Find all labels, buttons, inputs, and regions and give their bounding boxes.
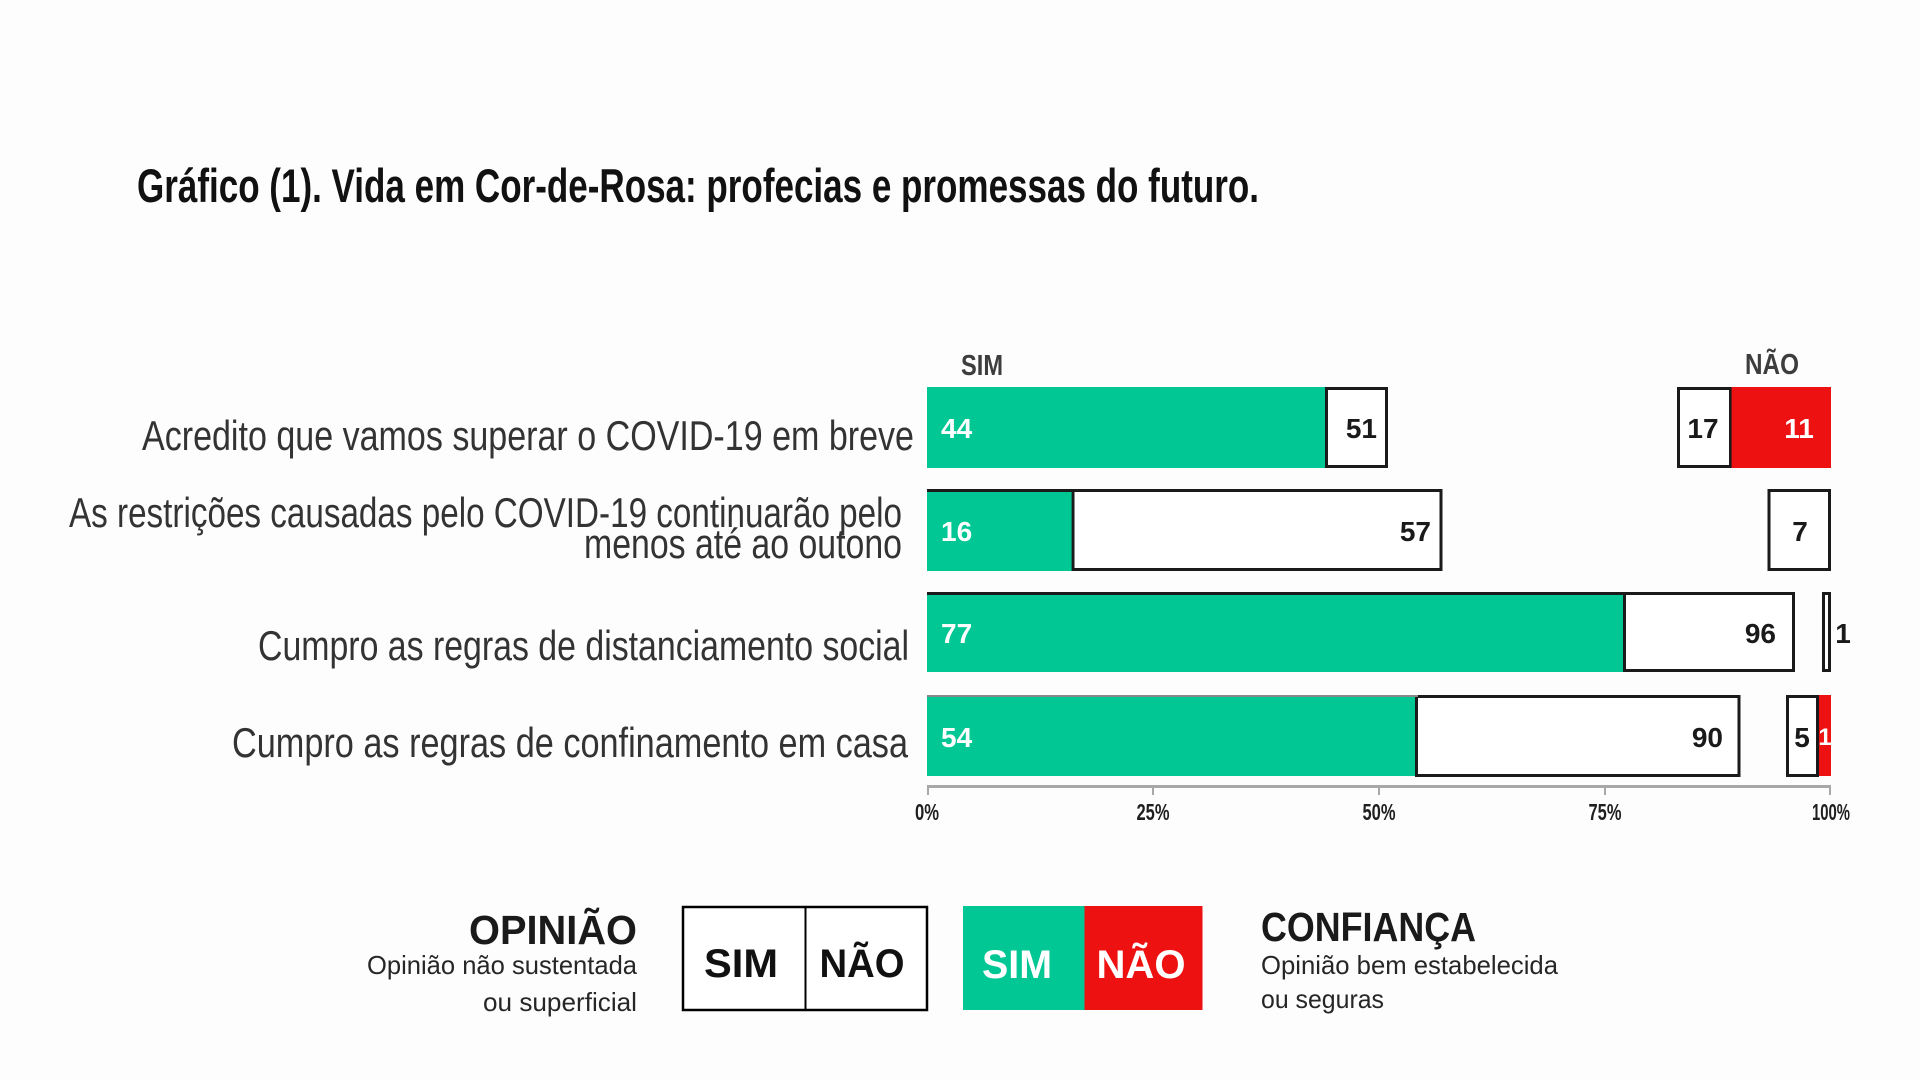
svg-text:0%: 0% — [915, 799, 939, 825]
svg-text:54: 54 — [941, 722, 973, 753]
svg-text:44: 44 — [941, 413, 973, 444]
svg-text:Opinião bem estabelecida: Opinião bem estabelecida — [1261, 950, 1559, 980]
svg-text:SIM: SIM — [982, 943, 1052, 987]
svg-text:50%: 50% — [1363, 799, 1396, 825]
svg-text:menos até ao outono: menos até ao outono — [584, 520, 902, 567]
svg-text:51: 51 — [1346, 413, 1377, 444]
svg-text:NÃO: NÃO — [820, 940, 905, 986]
svg-text:7: 7 — [1792, 516, 1808, 547]
svg-text:SIM: SIM — [961, 350, 1003, 382]
svg-text:100%: 100% — [1812, 799, 1850, 825]
svg-text:25%: 25% — [1137, 799, 1170, 825]
svg-text:Cumpro as regras de distanciam: Cumpro as regras de distanciamento socia… — [258, 622, 909, 669]
svg-text:Gráfico (1). Vida em Cor-de-Ro: Gráfico (1). Vida em Cor-de-Rosa: profec… — [137, 159, 1259, 212]
svg-text:11: 11 — [1784, 413, 1814, 444]
svg-text:75%: 75% — [1589, 799, 1622, 825]
svg-text:5: 5 — [1794, 722, 1810, 753]
svg-text:57: 57 — [1400, 516, 1431, 547]
svg-text:1: 1 — [1818, 724, 1831, 751]
svg-text:Acredito que vamos superar o C: Acredito que vamos superar o COVID-19 em… — [142, 412, 914, 459]
svg-text:CONFIANÇA: CONFIANÇA — [1261, 904, 1476, 950]
svg-text:NÃO: NÃO — [1745, 347, 1799, 381]
svg-text:ou superficial: ou superficial — [483, 987, 637, 1017]
svg-text:16: 16 — [941, 516, 972, 547]
svg-text:ou seguras: ou seguras — [1261, 984, 1384, 1014]
svg-text:17: 17 — [1687, 413, 1718, 444]
svg-text:77: 77 — [941, 618, 972, 649]
svg-text:SIM: SIM — [704, 942, 778, 986]
svg-text:96: 96 — [1745, 618, 1776, 649]
svg-text:As restrições causadas pelo CO: As restrições causadas pelo COVID-19 con… — [69, 489, 902, 536]
svg-text:Opinião não sustentada: Opinião não sustentada — [367, 950, 638, 980]
svg-text:90: 90 — [1692, 722, 1723, 753]
svg-text:1: 1 — [1835, 618, 1851, 649]
svg-text:NÃO: NÃO — [1097, 941, 1186, 987]
svg-text:OPINIÃO: OPINIÃO — [469, 907, 637, 953]
svg-text:Cumpro as regras de confinamen: Cumpro as regras de confinamento em casa — [232, 719, 909, 766]
